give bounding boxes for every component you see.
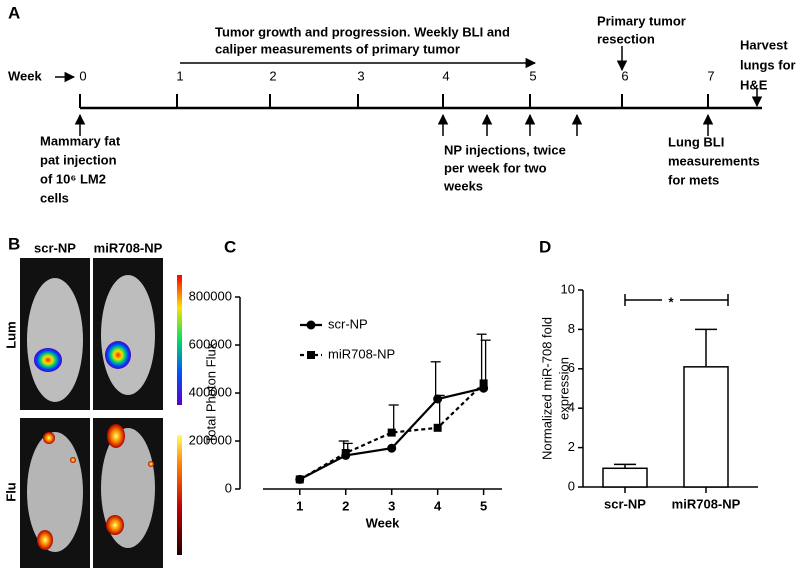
annotation: weeks [443,178,483,193]
panel-label: B [8,234,20,253]
y-tick-label: 6 [568,360,575,375]
week-number: 1 [176,68,183,83]
panel-label: D [539,237,551,256]
y-tick-label: 800000 [189,288,232,303]
significance-gap [662,292,680,308]
annotation: Primary tumor [597,13,686,28]
annotation: of 10⁶ LM2 [40,171,106,186]
x-tick-label: 5 [480,498,487,513]
annotation: per week for two [444,160,547,175]
error-bar [388,404,399,433]
annotation: measurements [668,153,760,168]
annotation: lungs for [740,57,796,72]
mouse-body [27,432,83,552]
mouse-body [27,278,83,402]
x-tick-label: 1 [296,498,303,513]
annotation: H&E [740,77,768,92]
x-tick-label: scr-NP [604,496,646,511]
signal [37,530,53,550]
mouse-body [101,275,155,395]
y-tick-label: 10 [561,281,575,296]
row-label: Lum [3,321,18,348]
signal [34,348,62,372]
x-axis-label: Week [366,515,400,530]
marker [479,379,488,388]
signal [106,515,124,535]
panel-label: C [224,237,236,256]
annotation: Harvest [740,37,788,52]
y-tick-label: 400000 [189,384,232,399]
x-tick-label: 4 [434,498,442,513]
column-label: scr-NP [34,240,76,255]
error-bar [695,328,717,367]
week-number: 0 [79,68,86,83]
y-axis-label: expression [556,357,571,420]
week-number: 7 [707,68,714,83]
error-bar [480,339,491,384]
week-number: 2 [269,68,276,83]
error-bar [476,333,487,389]
marker [433,423,442,432]
week-number: 6 [621,68,628,83]
bar [602,467,648,488]
legend-label: miR708-NP [328,346,395,361]
x-tick-label: miR708-NP [672,496,741,511]
signal [148,461,154,467]
week-number: 4 [442,68,449,83]
y-tick-label: 0 [225,480,232,495]
signal [43,432,55,444]
panel-label: A [8,3,20,22]
week-number: 3 [357,68,364,83]
colorbar [177,275,182,405]
y-axis-label: Normalized miR-708 fold [539,317,554,460]
y-tick-label: 200000 [189,432,232,447]
week-label: Week [8,68,42,83]
y-tick-label: 4 [568,400,575,415]
annotation: for mets [668,172,719,187]
row-label: Flu [3,482,18,502]
week-number: 5 [529,68,536,83]
annotation: Tumor growth and progression. Weekly BLI… [215,24,510,39]
marker [341,449,350,457]
annotation: pat injection [40,152,117,167]
annotation: NP injections, twice [444,142,566,157]
legend-label: scr-NP [328,316,368,331]
marker [295,475,304,484]
error-bar [430,361,441,399]
marker [306,320,316,330]
y-tick-label: 0 [568,478,575,493]
error-bar [434,394,445,428]
marker [307,351,315,359]
annotation: Lung BLI [668,134,724,149]
x-tick-label: 3 [388,498,395,513]
series-line [299,382,485,481]
y-tick-label: 600000 [189,336,232,351]
annotation: caliper measurements of primary tumor [215,41,460,56]
y-axis-label: Total Photon Flux [203,342,218,443]
mouse-images [20,258,182,568]
significance-label: * [668,294,674,309]
y-tick-label: 2 [568,439,575,454]
x-tick-label: 2 [342,498,349,513]
marker [387,428,396,437]
marker [387,443,397,453]
annotation: Mammary fat [40,133,121,148]
bar [683,366,729,488]
signal [105,341,131,369]
annotation: resection [597,31,655,46]
y-tick-label: 8 [568,321,575,336]
colorbar [177,435,182,555]
signal [107,424,125,448]
annotation: cells [40,190,69,205]
signal [70,457,76,463]
column-label: miR708-NP [94,240,163,255]
